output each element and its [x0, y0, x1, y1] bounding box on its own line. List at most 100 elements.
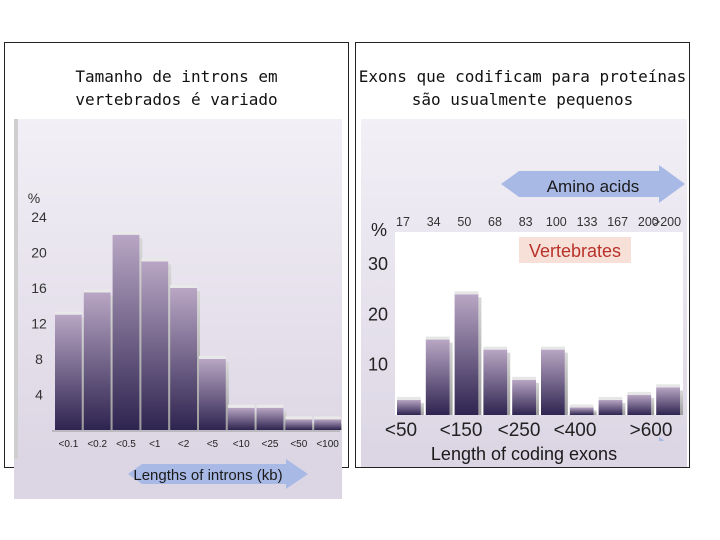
exon-bar — [425, 339, 450, 415]
intron-size-panel: Tamanho de introns em vertebrados é vari… — [4, 42, 349, 499]
exon-bar-top — [425, 336, 450, 340]
exon-bar-top — [483, 346, 508, 350]
intron-y-tick-label: 20 — [31, 245, 47, 261]
exon-bar — [598, 399, 623, 415]
intron-x-tick-label: <50 — [290, 439, 307, 450]
amino-acid-tick-label: >200 — [653, 215, 681, 229]
exon-bar — [483, 349, 508, 415]
exon-bar — [397, 399, 421, 415]
intron-bar-shadow — [254, 410, 258, 430]
exon-bar-shadow — [564, 352, 568, 415]
exon-y-tick-label: 20 — [368, 304, 388, 324]
vertebrates-label: Vertebrates — [529, 241, 621, 261]
nucleotide-tick-label: >600 — [630, 420, 673, 441]
intron-bar-top — [141, 258, 169, 262]
amino-acid-tick-label: 68 — [488, 215, 502, 229]
exon-bar — [454, 294, 479, 415]
intron-bar-shadow — [197, 291, 200, 430]
nucleotide-tick-label: <150 — [440, 420, 483, 441]
intron-length-chart: % 4 8 12 16 20 24 <0.1 <0.2 <0.5 <1 <2 <5 <10 <25 <50 <1… — [14, 119, 342, 499]
intron-x-tick-label: <1 — [149, 439, 161, 450]
intron-x-tick-label: <2 — [178, 439, 190, 450]
intron-bar — [199, 359, 226, 430]
exon-bar — [656, 387, 680, 415]
intron-x-axis-label: Lengths of introns (kb) — [133, 467, 282, 484]
exon-bar-top — [454, 291, 479, 295]
intron-bar-top — [55, 311, 82, 315]
intron-x-tick-label: <25 — [262, 439, 279, 450]
exon-bar-top — [541, 346, 565, 350]
intron-y-tick-label: 16 — [31, 280, 47, 296]
exon-bar-shadow — [651, 397, 655, 415]
exon-bar-shadow — [507, 352, 511, 415]
exon-bar-shadow — [680, 390, 683, 415]
intron-bar-shadow — [225, 362, 229, 430]
intron-bar-top — [83, 289, 111, 293]
exon-bar — [569, 407, 594, 415]
exon-bar-shadow — [593, 410, 597, 415]
exon-bar-top — [569, 404, 594, 408]
intron-bar — [55, 314, 82, 430]
nucleotide-tick-label: <400 — [554, 420, 597, 441]
intron-bar — [170, 288, 197, 430]
exon-length-chart: Amino acids% 17 34 50 68 83 100 133 167 200>200 Ve… — [361, 119, 687, 465]
intron-bar — [256, 407, 284, 430]
intron-x-tick-label: <0.2 — [87, 439, 107, 450]
intron-plot-left-edge — [14, 119, 18, 459]
intron-y-tick-label: 8 — [35, 351, 43, 367]
exon-bar-shadow — [478, 297, 482, 415]
intron-bar-shadow — [139, 237, 143, 430]
exon-bar-top — [397, 396, 421, 400]
intron-title-line-1: Tamanho de introns em — [75, 67, 278, 86]
intron-bar-top — [227, 404, 255, 408]
amino-acids-label: Amino acids — [547, 177, 640, 196]
amino-acid-tick-label: 167 — [607, 215, 628, 229]
exon-title-line-1: Exons que codificam para proteínas — [358, 67, 687, 86]
amino-acid-tick-label: 50 — [457, 215, 471, 229]
intron-bar-shadow — [81, 317, 85, 430]
intron-bar-top — [170, 285, 197, 288]
intron-bar-top — [112, 231, 140, 235]
intron-title-line-2: vertebrados é variado — [75, 90, 278, 109]
intron-bar-shadow — [283, 410, 287, 430]
intron-x-tick-label: <100 — [316, 439, 339, 450]
intron-x-tick-label: <10 — [233, 439, 250, 450]
intron-bar — [83, 292, 111, 430]
nucleotide-tick-label: <50 — [385, 420, 417, 441]
exon-bar-top — [512, 376, 536, 380]
vertebrates-highlight — [519, 237, 631, 263]
nucleotide-tick-label: <250 — [498, 420, 541, 441]
exon-y-tick-label: 10 — [368, 355, 388, 375]
exon-bar-top — [656, 384, 680, 388]
intron-bar — [227, 407, 255, 430]
intron-bar-top — [314, 416, 341, 420]
intron-bar — [141, 261, 169, 430]
intron-bar-shadow — [312, 422, 316, 430]
intron-bar — [285, 419, 313, 430]
exon-bar — [512, 379, 536, 415]
intron-length-arrow — [128, 459, 308, 489]
exon-bar-top — [627, 391, 652, 395]
amino-acid-tick-label: 83 — [519, 215, 533, 229]
exon-bar — [541, 349, 565, 415]
amino-acid-tick-label: 200 — [638, 215, 659, 229]
amino-acid-tick-label: 133 — [577, 215, 598, 229]
intron-x-tick-label: <5 — [207, 439, 219, 450]
intron-bar-top — [256, 404, 284, 408]
intron-x-tick-label: <0.1 — [59, 439, 79, 450]
intron-y-tick-label: 4 — [35, 387, 43, 403]
exon-size-panel: Exons que codificam para proteínas são u… — [355, 42, 690, 468]
intron-bar-shadow — [168, 264, 172, 430]
intron-bar — [314, 419, 341, 430]
intron-bar-top — [285, 416, 313, 420]
exon-bar — [627, 394, 652, 415]
intron-bar — [112, 234, 140, 430]
exon-y-tick-label: 30 — [368, 254, 388, 274]
intron-y-axis-label: % — [28, 190, 40, 206]
exon-bar-top — [598, 396, 623, 400]
amino-acids-arrow — [501, 165, 685, 203]
intron-bar-shadow — [341, 422, 342, 430]
intron-x-tick-label: <0.5 — [116, 439, 136, 450]
exon-panel-title: Exons que codificam para proteínas são u… — [356, 65, 689, 111]
exon-bar-shadow — [536, 382, 539, 415]
